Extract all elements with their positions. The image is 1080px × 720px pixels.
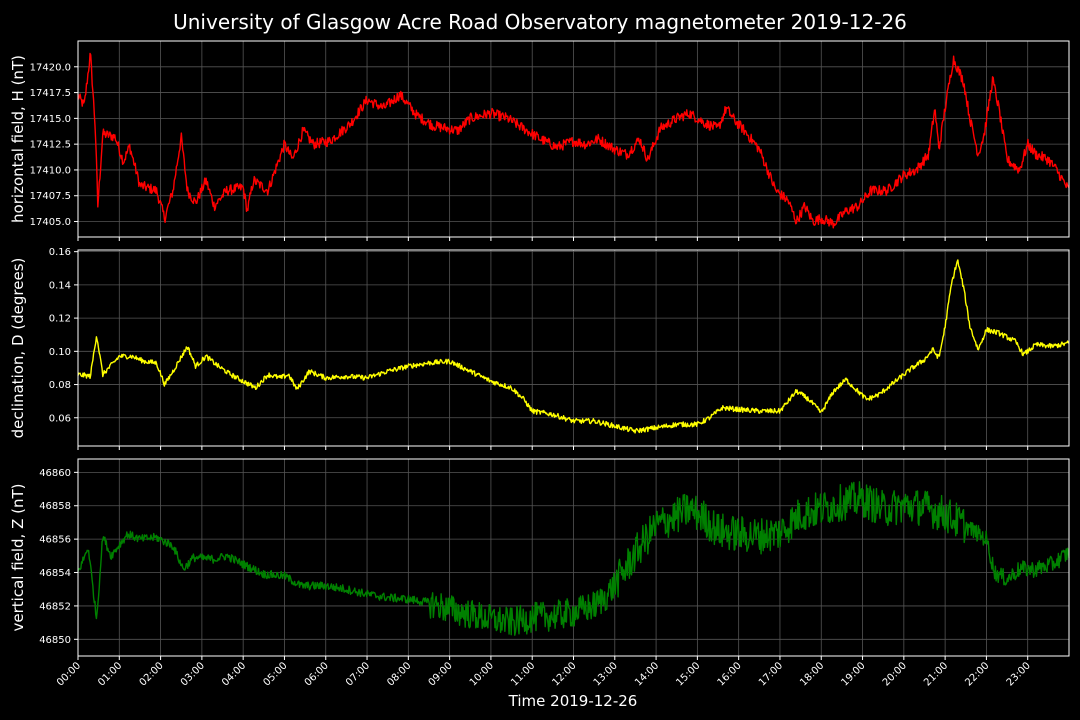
series-line-D [77,259,1070,434]
y-tick-label: 46858 [39,501,71,512]
y-axis-label: declination, D (degrees) [9,258,27,439]
y-tick-label: 17405.0 [30,217,71,228]
y-tick-label: 17417.5 [30,88,71,99]
y-tick-label: 17412.5 [30,140,71,151]
chart-title: University of Glasgow Acre Road Observat… [173,10,907,34]
y-tick-label: 0.12 [49,314,71,325]
y-tick-label: 46850 [39,635,71,646]
y-tick-label: 46856 [39,535,71,546]
panels: 17405.0 17407.5 17410.0 17412.5 17415.0 17417… [9,40,1070,660]
y-tick-label: 17410.0 [30,165,71,176]
y-tick-label: 0.14 [49,280,71,291]
y-tick-label: 0.16 [49,247,71,258]
panel-H: 17405.0 17407.5 17410.0 17412.5 17415.0 17417… [9,40,1070,241]
y-tick-label: 46860 [39,468,71,479]
y-axis-label: vertical field, Z (nT) [9,483,27,631]
series-line-Z [77,481,1070,636]
series-line-H [77,52,1070,229]
y-tick-label: 17415.0 [30,114,71,125]
y-tick-label: 0.08 [49,380,71,391]
y-tick-label: 0.06 [49,413,71,424]
panel-Z: 46850 46852 46854 46856 46858 46860 vertical f… [9,458,1070,660]
y-tick-label: 17420.0 [30,62,71,73]
y-axis-label: horizontal field, H (nT) [9,55,27,223]
y-tick-label: 46854 [39,568,71,579]
panel-D: 0.06 0.08 0.10 0.12 0.14 0.16 declination, D (… [9,247,1070,450]
y-tick-label: 0.10 [49,347,71,358]
y-tick-label: 17407.5 [30,191,71,202]
y-tick-label: 46852 [39,601,71,612]
x-axis-label: Time 2019-12-26 [508,692,638,710]
